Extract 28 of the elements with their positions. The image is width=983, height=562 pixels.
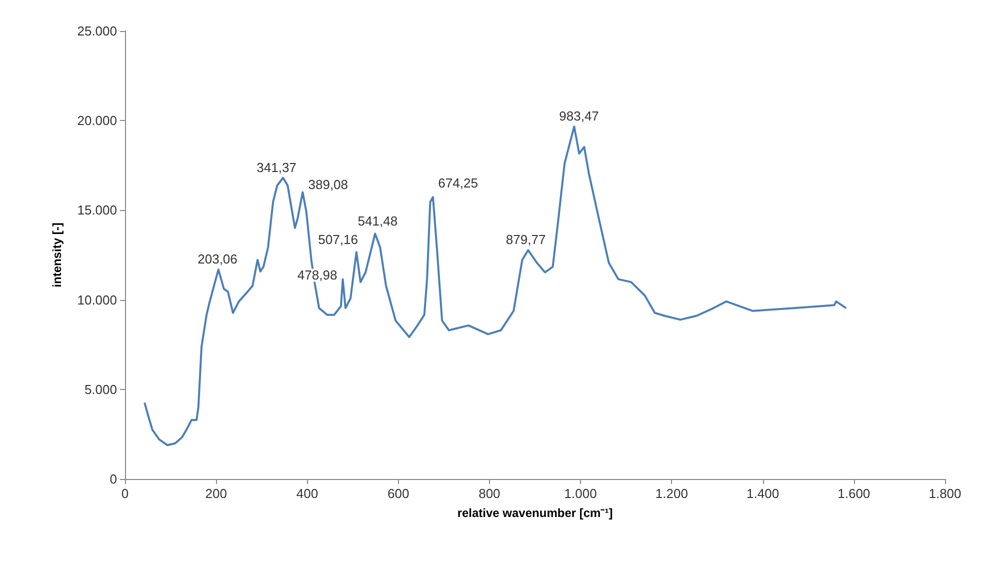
y-tick-label: 0: [110, 472, 117, 486]
x-tick-label: 1.400: [746, 486, 780, 501]
y-tick-label: 5.000: [84, 382, 117, 397]
annotation: 879,77: [506, 232, 546, 248]
x-tick-label: 1.200: [655, 486, 688, 501]
x-tick-label: 0: [121, 486, 129, 501]
x-tick-label: 1.000: [564, 486, 597, 501]
y-tick-label: 15.000: [77, 202, 117, 218]
x-tick-label: 1.800: [928, 486, 962, 501]
annotation: 541,48: [358, 214, 398, 229]
annotation: 341,37: [256, 160, 296, 175]
y-axis-title: intensity [-]: [50, 222, 64, 288]
y-tick-label: 20.000: [77, 113, 117, 128]
x-axis-title: relative wavenumber [cm⁻¹]: [457, 506, 613, 520]
y-tick-label: 25.000: [77, 24, 117, 38]
x-tick-label: 1.600: [838, 486, 870, 501]
y-tick-label: 10.000: [77, 292, 117, 308]
x-tick-label: 200: [205, 486, 227, 501]
x-tick-label: 800: [478, 486, 500, 501]
x-tick-label: 400: [296, 486, 318, 501]
annotation: 389,08: [308, 176, 348, 192]
annotation: 674,25: [438, 176, 478, 191]
annotation: 507,16: [318, 232, 358, 248]
annotation: 983,47: [559, 108, 599, 124]
annotation: 478,98: [297, 268, 338, 283]
annotation: 203,06: [198, 252, 238, 267]
line-series: [144, 126, 848, 446]
x-tick-label: 600: [387, 486, 410, 501]
